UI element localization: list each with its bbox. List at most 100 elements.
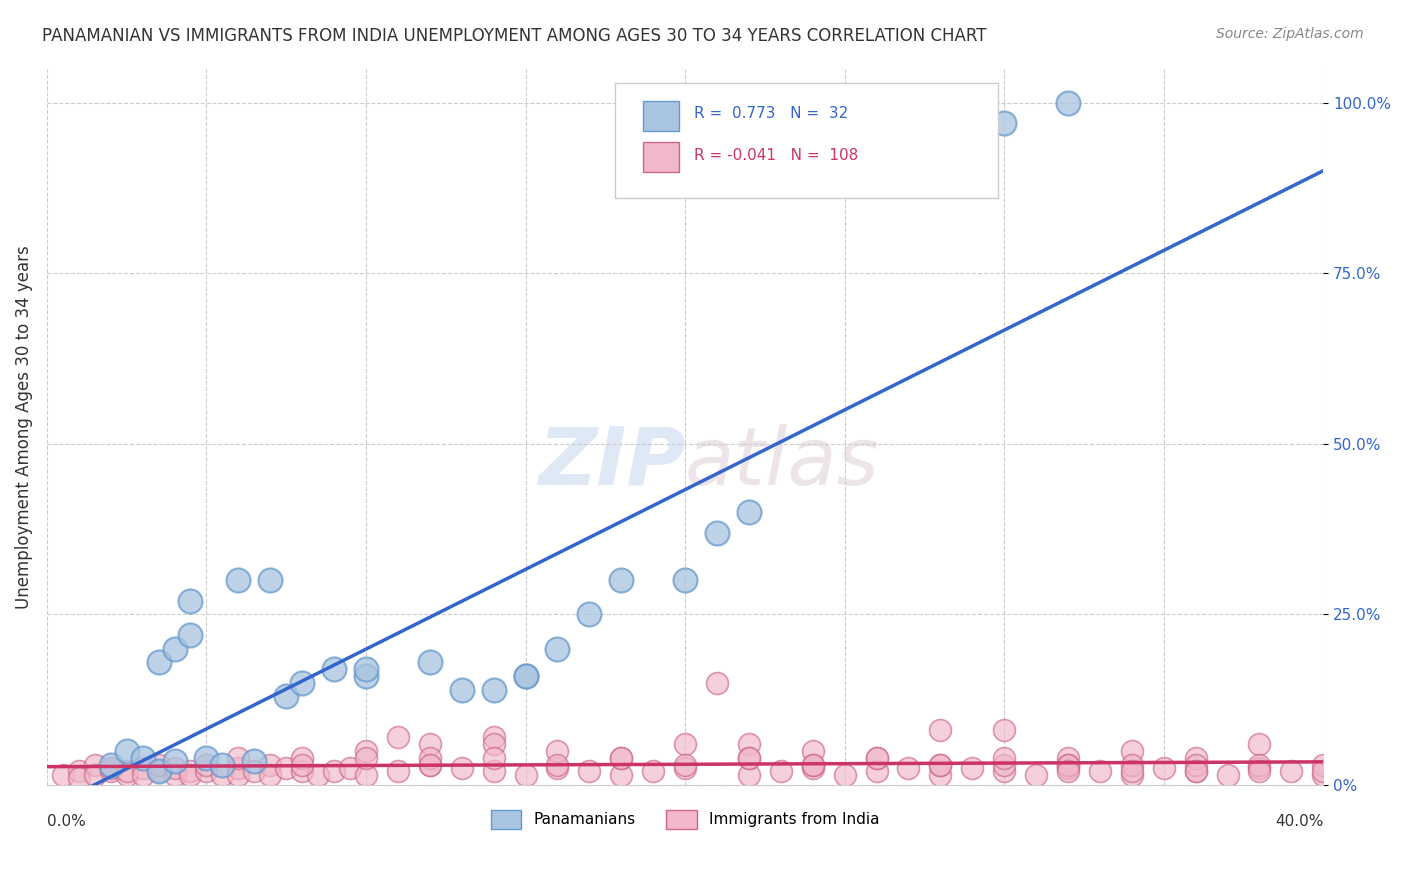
Point <box>115 764 138 779</box>
Point <box>1279 764 1302 779</box>
Point <box>1057 95 1080 110</box>
Point <box>643 764 665 779</box>
Point <box>801 757 824 772</box>
Point <box>673 761 696 775</box>
Point <box>482 751 505 765</box>
Point <box>100 761 122 775</box>
Point <box>706 525 728 540</box>
Point <box>1057 751 1080 765</box>
Point <box>1249 761 1271 775</box>
Point <box>163 641 186 656</box>
Point <box>738 751 761 765</box>
Point <box>179 768 201 782</box>
Point <box>100 764 122 779</box>
Point <box>354 768 377 782</box>
Point <box>865 751 887 765</box>
Text: 0.0%: 0.0% <box>46 814 86 829</box>
Point <box>387 764 409 779</box>
Point <box>738 751 761 765</box>
Point <box>163 768 186 782</box>
Point <box>673 757 696 772</box>
Point <box>354 744 377 758</box>
Point <box>354 751 377 765</box>
Point <box>929 757 952 772</box>
Point <box>450 682 472 697</box>
Point <box>131 751 153 765</box>
Point <box>83 768 105 782</box>
Point <box>929 723 952 738</box>
Point <box>131 761 153 775</box>
Point <box>1249 757 1271 772</box>
Point <box>482 682 505 697</box>
Point <box>148 757 170 772</box>
Point <box>993 723 1015 738</box>
Bar <box>643 101 679 131</box>
Point <box>148 764 170 779</box>
Point <box>578 607 600 622</box>
Point <box>993 751 1015 765</box>
Point <box>179 594 201 608</box>
Text: PANAMANIAN VS IMMIGRANTS FROM INDIA UNEMPLOYMENT AMONG AGES 30 TO 34 YEARS CORRE: PANAMANIAN VS IMMIGRANTS FROM INDIA UNEM… <box>42 27 987 45</box>
Point <box>673 574 696 588</box>
Point <box>291 675 314 690</box>
Point <box>1312 757 1334 772</box>
Point <box>228 761 250 775</box>
Point <box>482 731 505 745</box>
Point <box>546 757 568 772</box>
Legend: Panamanians, Immigrants from India: Panamanians, Immigrants from India <box>485 804 886 835</box>
FancyBboxPatch shape <box>614 83 998 197</box>
Point <box>546 641 568 656</box>
Point <box>929 757 952 772</box>
Point <box>259 757 281 772</box>
Point <box>1312 764 1334 779</box>
Point <box>115 744 138 758</box>
Point <box>163 754 186 768</box>
Point <box>897 761 920 775</box>
Point <box>419 757 441 772</box>
Point <box>243 754 266 768</box>
Point <box>354 669 377 683</box>
Point <box>450 761 472 775</box>
Point <box>738 505 761 519</box>
Bar <box>643 143 679 172</box>
Point <box>1025 768 1047 782</box>
Point <box>195 751 218 765</box>
Point <box>291 757 314 772</box>
Point <box>83 757 105 772</box>
Point <box>1184 764 1206 779</box>
Point <box>482 737 505 751</box>
Point <box>259 768 281 782</box>
Point <box>291 751 314 765</box>
Point <box>1057 757 1080 772</box>
Point <box>1121 757 1143 772</box>
Point <box>259 574 281 588</box>
Point <box>1216 768 1239 782</box>
Point <box>1121 768 1143 782</box>
Point <box>769 764 792 779</box>
Point <box>419 757 441 772</box>
Point <box>801 761 824 775</box>
Point <box>131 768 153 782</box>
Point <box>610 751 633 765</box>
Point <box>100 757 122 772</box>
Point <box>211 757 233 772</box>
Point <box>962 761 984 775</box>
Text: R = -0.041   N =  108: R = -0.041 N = 108 <box>695 148 858 162</box>
Point <box>228 768 250 782</box>
Point <box>1057 757 1080 772</box>
Text: R =  0.773   N =  32: R = 0.773 N = 32 <box>695 106 848 121</box>
Point <box>339 761 361 775</box>
Point <box>307 768 329 782</box>
Point <box>546 744 568 758</box>
Point <box>1057 761 1080 775</box>
Point <box>419 655 441 669</box>
Point <box>706 675 728 690</box>
Point <box>515 669 537 683</box>
Point <box>1184 764 1206 779</box>
Point <box>276 690 298 704</box>
Point <box>243 764 266 779</box>
Point <box>610 751 633 765</box>
Point <box>738 768 761 782</box>
Point <box>387 731 409 745</box>
Point <box>115 768 138 782</box>
